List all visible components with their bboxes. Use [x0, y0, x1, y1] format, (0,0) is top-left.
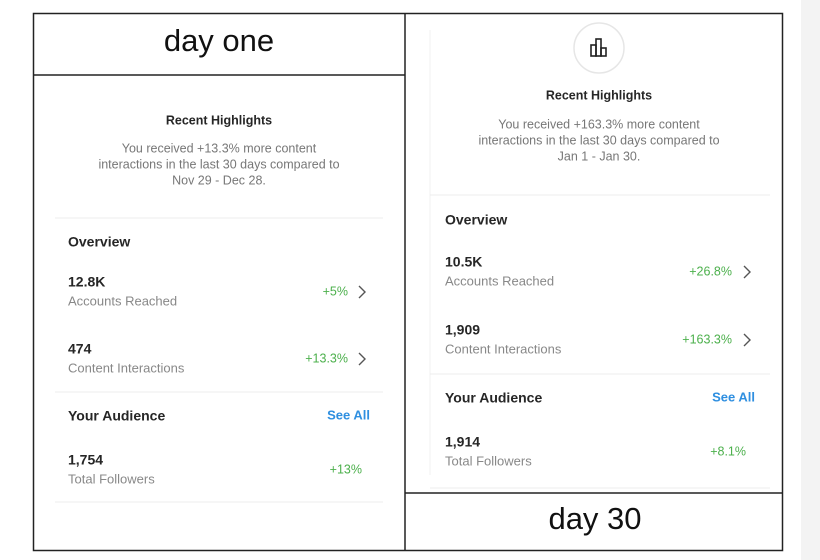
- see-all-link[interactable]: See All: [327, 407, 370, 422]
- metric-value: 10.5K: [445, 254, 482, 270]
- metric-label: Content Interactions: [445, 341, 562, 356]
- metric-value: 1,914: [445, 434, 480, 450]
- metric-change: +26.8%: [689, 264, 732, 278]
- metric-label: Content Interactions: [68, 360, 185, 375]
- metric-change: +13.3%: [305, 351, 348, 365]
- metric-label: Accounts Reached: [445, 273, 554, 288]
- highlights-text: You received +163.3% more content: [498, 117, 700, 131]
- section-title: Your Audience: [445, 390, 542, 406]
- frame: [32, 12, 784, 552]
- highlights-text: You received +13.3% more content: [122, 141, 317, 155]
- metric-label: Accounts Reached: [68, 293, 177, 308]
- metric-label: Total Followers: [445, 453, 532, 468]
- metric-change: +5%: [323, 284, 348, 298]
- metric-label: Total Followers: [68, 471, 155, 486]
- chevron: [743, 265, 751, 279]
- insights-icon: [573, 22, 625, 74]
- highlights-title: Recent Highlights: [166, 113, 272, 127]
- highlights-text: interactions in the last 30 days compare…: [98, 157, 339, 171]
- chevron: [743, 333, 751, 347]
- highlights-text: Jan 1 - Jan 30.: [558, 149, 641, 163]
- chevron: [358, 352, 366, 366]
- section-title: Overview: [445, 212, 507, 228]
- metric-value: 1,909: [445, 322, 480, 338]
- highlights-text: interactions in the last 30 days compare…: [478, 133, 719, 147]
- metric-change: +163.3%: [682, 332, 732, 346]
- chevron: [358, 285, 366, 299]
- section-title: Your Audience: [68, 408, 165, 424]
- edge-strip: [801, 0, 820, 560]
- day-label: day 30: [548, 501, 641, 536]
- metric-value: 1,754: [68, 452, 103, 468]
- metric-value: 12.8K: [68, 274, 105, 290]
- see-all-link[interactable]: See All: [712, 389, 755, 404]
- highlights-text: Nov 29 - Dec 28.: [172, 173, 266, 187]
- day-label: day one: [164, 23, 274, 58]
- metric-change: +13%: [330, 462, 362, 476]
- highlights-title: Recent Highlights: [546, 88, 652, 102]
- insights-icon-bars: [590, 38, 607, 57]
- metric-value: 474: [68, 341, 92, 357]
- section-title: Overview: [68, 234, 130, 250]
- metric-change: +8.1%: [710, 444, 746, 458]
